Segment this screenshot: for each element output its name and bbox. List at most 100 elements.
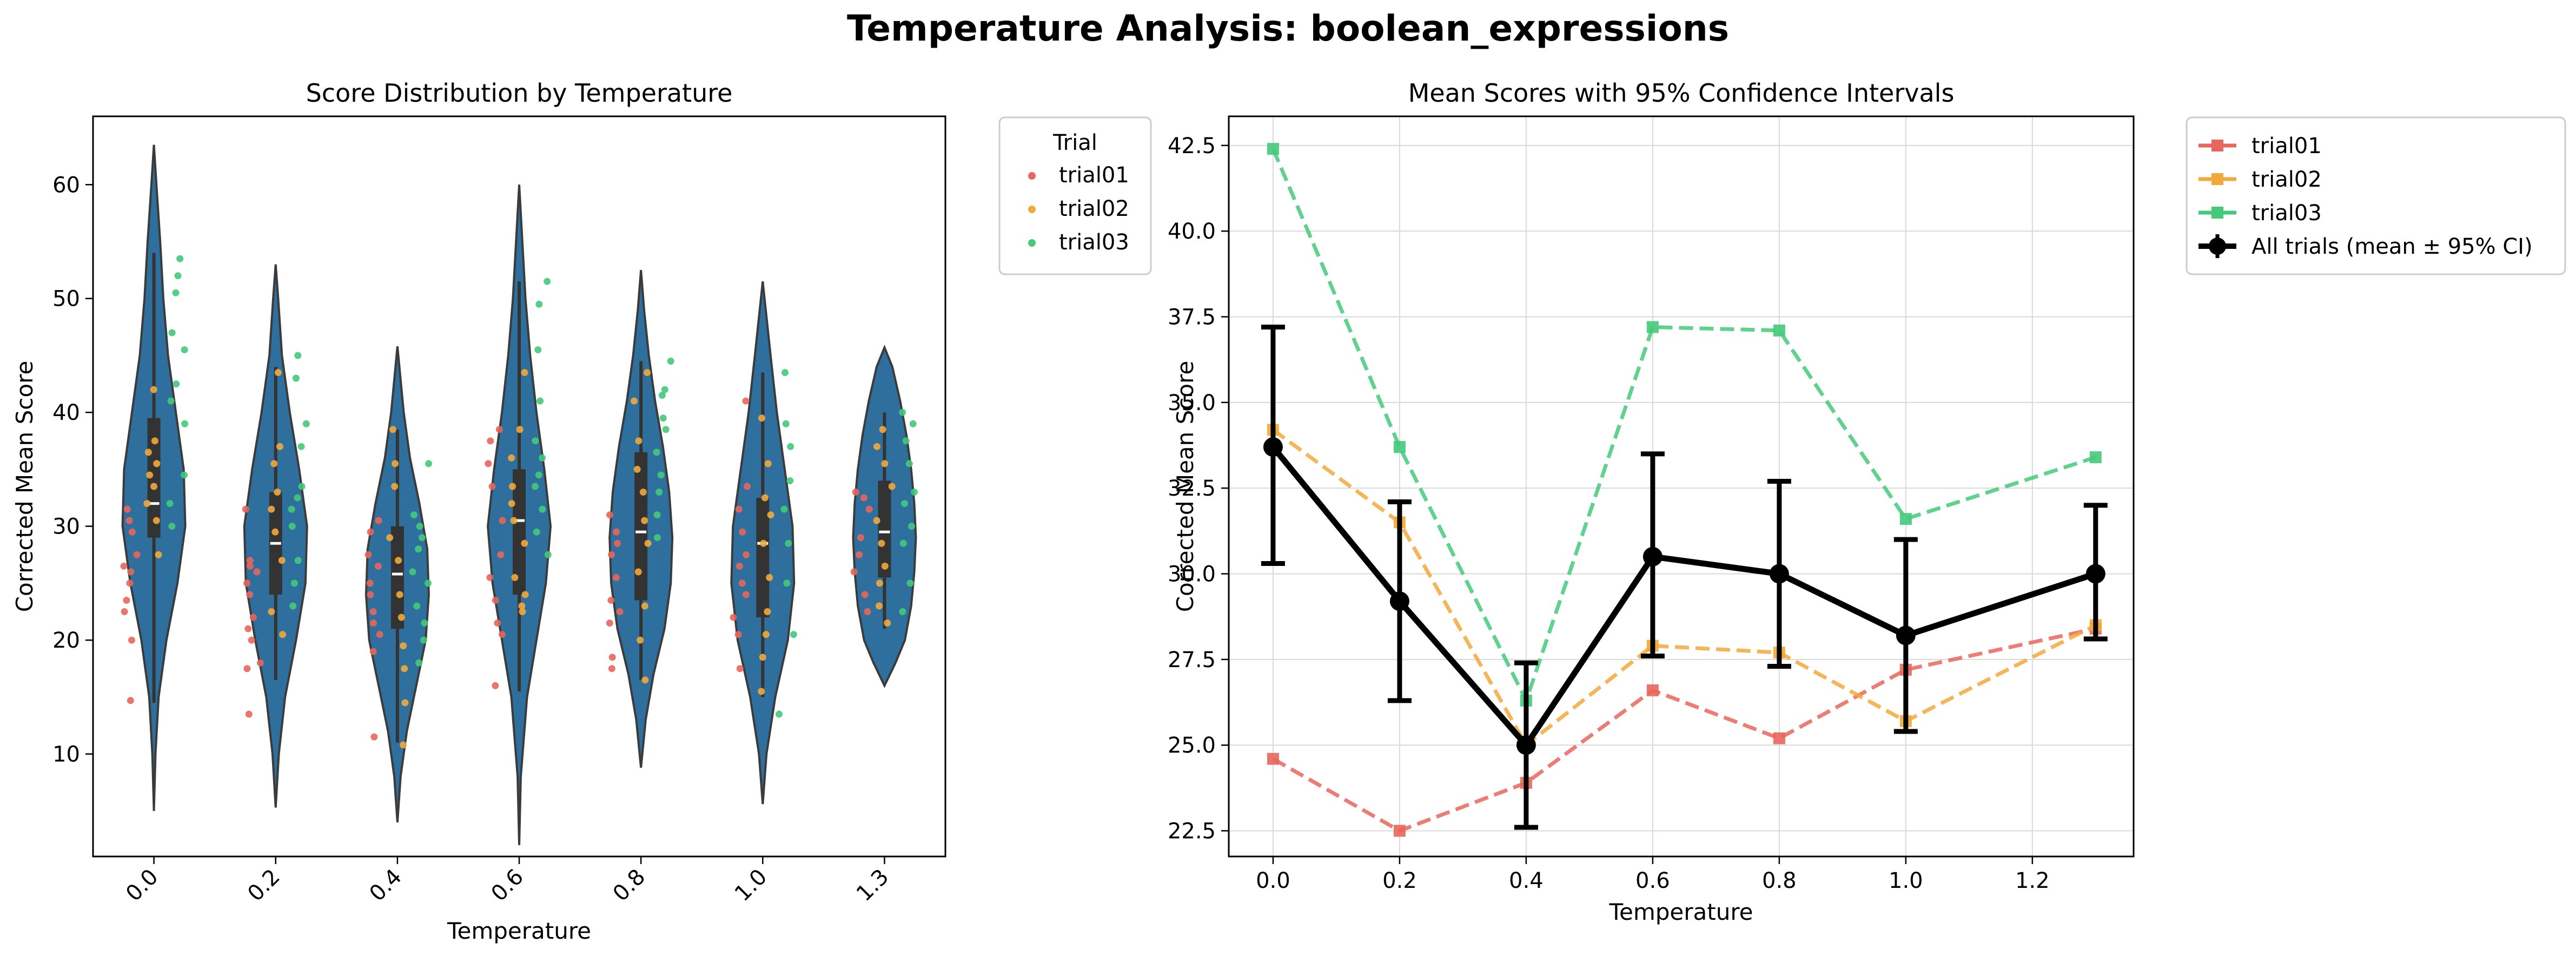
data-point-trial02	[764, 460, 772, 467]
legend-label-trial01: trial01	[1059, 163, 1129, 188]
violin-iqr-box	[756, 498, 770, 618]
data-point-trial02	[279, 631, 287, 638]
x-axis-label: Temperature	[447, 918, 591, 944]
data-point-trial01	[742, 397, 750, 405]
data-point-trial03	[174, 272, 182, 280]
data-point-trial01	[374, 562, 382, 570]
data-point-trial02	[630, 397, 638, 405]
data-point-trial01	[245, 710, 253, 718]
data-point-trial02	[150, 386, 157, 393]
data-point-trial03	[667, 357, 674, 365]
data-point-trial01	[370, 733, 378, 741]
data-point-trial02	[764, 608, 771, 616]
data-point-trial01	[735, 505, 743, 513]
data-point-trial01	[242, 505, 249, 513]
data-point-trial02	[881, 562, 889, 570]
data-point-trial01	[366, 579, 374, 587]
data-point-trial01	[485, 460, 492, 467]
data-point-trial03	[785, 539, 792, 547]
data-point-trial03	[544, 551, 552, 558]
data-point-trial01	[128, 528, 136, 536]
data-point-trial03	[176, 255, 184, 262]
data-point-trial01	[856, 551, 863, 558]
data-point-trial03	[294, 352, 302, 359]
data-point-trial01	[743, 483, 751, 490]
data-point-trial01	[860, 494, 868, 502]
data-point-trial03	[409, 568, 416, 576]
legend-marker-aggregate	[2209, 238, 2226, 255]
data-point-trial02	[766, 574, 773, 581]
violin-iqr-box	[513, 469, 526, 595]
data-point-trial03	[539, 505, 546, 513]
data-point-trial01	[608, 654, 616, 661]
y-tick-label: 30.0	[1168, 562, 1216, 587]
data-point-trial01	[606, 511, 613, 519]
legend-marker-trial02	[1028, 206, 1036, 213]
legend-label-aggregate: All trials (mean ± 95% CI)	[2251, 234, 2533, 259]
data-point-trial01	[128, 636, 135, 644]
aggregate-marker	[1643, 546, 1663, 566]
data-point-trial01	[121, 608, 128, 616]
data-point-trial01	[743, 551, 750, 558]
data-point-trial03	[653, 511, 661, 519]
data-point-trial02	[270, 460, 278, 467]
x-axis-label: Temperature	[1608, 899, 1753, 925]
figure-title: Temperature Analysis: boolean_expression…	[846, 8, 1730, 49]
data-point-trial01	[246, 591, 254, 598]
data-point-trial03	[659, 414, 667, 422]
data-point-trial01	[498, 631, 506, 638]
legend-marker-trial02	[2211, 173, 2223, 185]
data-point-trial03	[172, 289, 180, 296]
data-point-trial01	[367, 528, 374, 536]
data-point-trial03	[653, 449, 660, 456]
y-tick-label: 25.0	[1168, 733, 1216, 758]
plot-frame	[92, 115, 946, 858]
data-point-trial01	[253, 568, 261, 576]
series-marker-trial01	[1393, 825, 1406, 837]
data-point-trial02	[278, 557, 286, 564]
data-point-trial02	[144, 449, 152, 456]
x-tick-label: 0.2	[243, 865, 285, 907]
aggregate-marker	[2085, 564, 2105, 584]
data-point-trial03	[786, 477, 794, 484]
x-tick-label: 1.3	[852, 865, 894, 907]
data-point-trial02	[521, 591, 529, 598]
data-point-trial01	[120, 562, 128, 570]
data-point-trial02	[873, 443, 880, 450]
data-point-trial03	[535, 471, 542, 479]
data-point-trial02	[386, 534, 394, 542]
data-point-trial01	[738, 579, 746, 587]
legend-box	[998, 116, 1152, 275]
data-point-trial01	[375, 517, 382, 524]
data-point-trial01	[133, 551, 141, 558]
data-point-trial02	[398, 614, 405, 621]
data-point-trial02	[521, 539, 528, 547]
data-point-trial03	[537, 397, 544, 405]
data-point-trial02	[878, 539, 885, 547]
data-point-trial01	[736, 665, 744, 673]
series-marker-trial03	[2089, 451, 2102, 464]
data-point-trial03	[415, 545, 422, 553]
data-point-trial02	[274, 489, 281, 496]
series-marker-trial01	[1267, 753, 1279, 765]
data-point-trial01	[126, 579, 134, 587]
data-point-trial03	[655, 489, 663, 496]
y-tick-label: 40	[52, 400, 80, 425]
data-point-trial01	[256, 659, 264, 667]
data-point-trial03	[900, 500, 908, 508]
data-point-trial01	[123, 596, 130, 604]
data-point-trial03	[899, 608, 906, 616]
y-tick-label: 35.0	[1168, 391, 1216, 416]
line-chart-title: Mean Scores with 95% Confidence Interval…	[1408, 78, 1955, 108]
data-point-trial03	[780, 505, 788, 513]
data-point-trial02	[400, 642, 407, 650]
violin-panel: Score Distribution by Temperature 10 20 30 4…	[11, 78, 1152, 944]
data-point-trial02	[641, 676, 649, 684]
data-point-trial02	[633, 465, 641, 473]
data-point-trial02	[884, 620, 891, 627]
data-point-trial01	[487, 437, 494, 445]
data-point-trial03	[899, 408, 906, 416]
data-point-trial02	[634, 568, 642, 576]
data-point-trial01	[376, 631, 383, 638]
data-point-trial01	[613, 528, 620, 536]
